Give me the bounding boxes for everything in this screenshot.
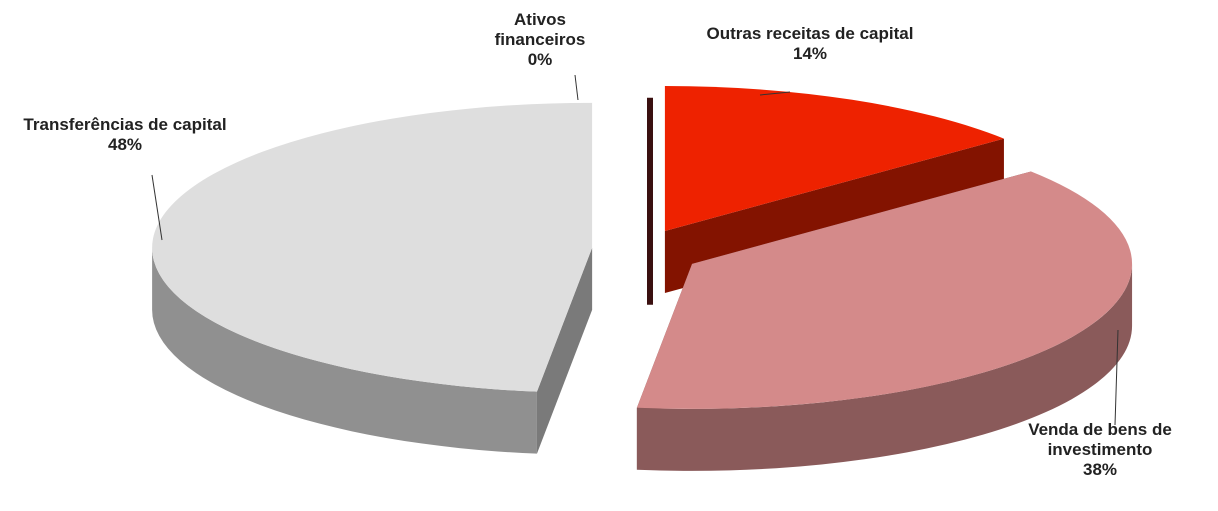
slice bbox=[636, 171, 1133, 409]
value-label: 14% bbox=[792, 44, 828, 63]
slice-side bbox=[152, 247, 537, 454]
slice-cut-wall bbox=[536, 247, 593, 454]
leader-line bbox=[759, 91, 791, 96]
data-label: Ativos financeiros 0% bbox=[470, 10, 610, 70]
value-label: 38% bbox=[1082, 460, 1118, 479]
data-label: Venda de bens de investimento 38% bbox=[990, 420, 1210, 480]
category-label: Ativos financeiros bbox=[494, 10, 586, 49]
slice bbox=[152, 102, 593, 392]
category-label: Venda de bens de investimento bbox=[1028, 420, 1172, 459]
value-label: 0% bbox=[527, 50, 553, 69]
category-label: Transferências de capital bbox=[23, 115, 227, 134]
data-label: Transferências de capital 48% bbox=[10, 115, 240, 155]
leader-line bbox=[151, 174, 163, 241]
category-label: Outras receitas de capital bbox=[706, 24, 914, 43]
leader-line bbox=[574, 74, 579, 101]
leader-line bbox=[1114, 329, 1119, 426]
slice bbox=[664, 85, 1004, 231]
data-label: Outras receitas de capital 14% bbox=[690, 24, 930, 64]
slice-side bbox=[636, 263, 1133, 471]
value-label: 48% bbox=[107, 135, 143, 154]
